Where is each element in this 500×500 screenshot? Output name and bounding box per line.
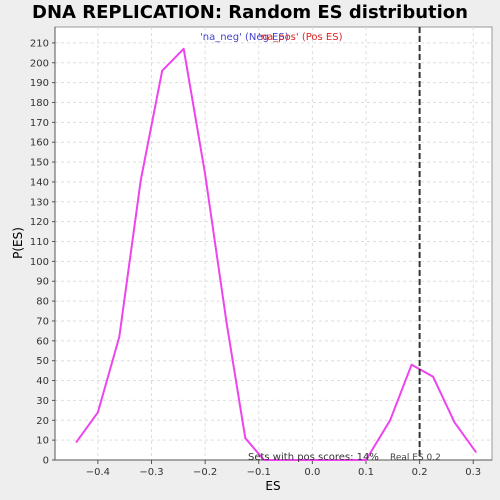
y-tick-label: 10	[36, 436, 49, 447]
x-axis-label: ES	[265, 479, 280, 493]
y-tick-label: 70	[36, 316, 49, 327]
data-point	[139, 179, 142, 181]
y-tick-label: 150	[30, 158, 49, 169]
x-tick-label: −0.2	[193, 467, 217, 478]
data-point	[475, 451, 477, 453]
y-axis-label: P(ES)	[11, 227, 25, 259]
y-tick-label: 100	[30, 257, 49, 268]
y-tick-label: 200	[30, 58, 49, 69]
y-tick-label: 120	[30, 217, 49, 228]
y-tick-label: 80	[36, 297, 49, 308]
data-point	[225, 322, 228, 324]
grid-lines	[55, 27, 492, 461]
y-tick-label: 0	[43, 456, 49, 467]
data-point	[204, 173, 206, 175]
y-tick-label: 110	[30, 237, 49, 248]
x-tick-label: 0.3	[465, 467, 481, 478]
data-point	[182, 48, 185, 50]
data-point	[161, 69, 164, 72]
y-tick-label: 180	[30, 98, 49, 109]
x-tick-label: 0.1	[358, 467, 374, 478]
pos-scores-annotation: Sets with pos scores: 14%	[248, 452, 379, 463]
y-tick-label: 130	[30, 197, 49, 208]
y-tick-label: 60	[36, 336, 49, 347]
data-point	[365, 459, 367, 461]
data-point	[311, 459, 314, 461]
x-tick-label: −0.3	[139, 467, 163, 478]
x-tick-label: 0.0	[304, 467, 320, 478]
y-tick-label: 210	[30, 38, 49, 49]
data-point	[432, 375, 434, 378]
data-point	[97, 411, 99, 414]
y-tick-label: 190	[30, 78, 49, 89]
y-tick-label: 160	[30, 138, 49, 149]
y-tick-label: 40	[36, 376, 49, 387]
y-tick-label: 50	[36, 356, 49, 367]
x-tick-label: −0.4	[86, 467, 110, 478]
data-point	[263, 459, 265, 461]
data-point	[284, 459, 287, 461]
y-tick-label: 20	[36, 416, 49, 427]
data-point	[389, 419, 391, 422]
data-point	[75, 441, 78, 443]
legend-item-neg: 'na_neg' (Neg ES)	[200, 32, 289, 43]
y-tick-label: 140	[30, 177, 49, 188]
x-tick-label: −0.1	[247, 467, 271, 478]
plot-area	[54, 26, 493, 461]
data-point	[338, 459, 340, 461]
y-tick-label: 30	[36, 396, 49, 407]
data-point	[244, 437, 247, 439]
legend-item-pos: 'na_pos' (Pos ES)	[258, 32, 343, 43]
series-layer	[75, 27, 477, 461]
data-point	[453, 421, 456, 424]
y-tick-label: 90	[36, 277, 49, 288]
real-es-annotation: Real ES 0.2	[390, 453, 441, 463]
data-point	[118, 336, 121, 338]
y-tick-label: 170	[30, 118, 49, 129]
data-point	[410, 363, 413, 366]
chart-title: DNA REPLICATION: Random ES distribution	[32, 2, 468, 23]
x-tick-label: 0.2	[412, 467, 428, 478]
